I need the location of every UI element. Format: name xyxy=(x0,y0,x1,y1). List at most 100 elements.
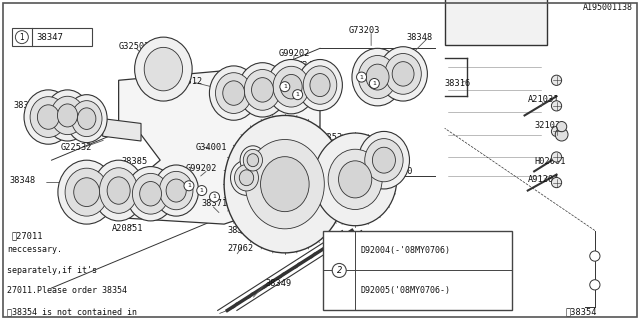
Ellipse shape xyxy=(134,37,192,101)
Ellipse shape xyxy=(240,146,266,175)
Text: 38410: 38410 xyxy=(362,261,388,270)
Ellipse shape xyxy=(216,73,252,114)
Ellipse shape xyxy=(230,160,262,195)
Bar xyxy=(323,230,512,310)
Text: G22532: G22532 xyxy=(61,143,93,152)
Ellipse shape xyxy=(328,149,382,210)
Ellipse shape xyxy=(379,47,428,101)
Ellipse shape xyxy=(267,60,316,114)
Ellipse shape xyxy=(154,165,198,216)
Ellipse shape xyxy=(66,95,107,143)
Circle shape xyxy=(15,31,28,44)
Text: G34001: G34001 xyxy=(298,61,329,70)
Text: 1: 1 xyxy=(283,84,287,89)
Circle shape xyxy=(369,78,380,88)
Ellipse shape xyxy=(140,181,161,206)
Text: G34001: G34001 xyxy=(195,143,227,152)
Ellipse shape xyxy=(244,69,281,110)
Ellipse shape xyxy=(45,90,90,141)
Ellipse shape xyxy=(99,168,138,213)
Ellipse shape xyxy=(245,140,324,229)
Text: 38347: 38347 xyxy=(37,33,64,42)
Text: 38316: 38316 xyxy=(445,79,471,88)
Circle shape xyxy=(332,263,346,277)
Text: A20851: A20851 xyxy=(112,224,144,233)
Polygon shape xyxy=(102,119,141,141)
Ellipse shape xyxy=(303,66,337,104)
Text: 1: 1 xyxy=(360,75,364,80)
Ellipse shape xyxy=(366,64,389,90)
Text: neccessary.: neccessary. xyxy=(7,245,62,254)
Text: D92004(-'08MY0706): D92004(-'08MY0706) xyxy=(361,246,451,255)
Ellipse shape xyxy=(159,172,193,210)
Circle shape xyxy=(557,122,567,132)
Text: 1: 1 xyxy=(200,188,204,193)
Text: 38349: 38349 xyxy=(266,279,292,288)
Circle shape xyxy=(184,181,194,191)
Text: 38380: 38380 xyxy=(13,101,40,110)
Circle shape xyxy=(556,128,568,141)
Text: 27011.Please order 38354: 27011.Please order 38354 xyxy=(7,286,127,295)
Ellipse shape xyxy=(234,164,259,191)
Text: 38370: 38370 xyxy=(227,226,253,235)
Text: 1: 1 xyxy=(19,33,24,42)
Ellipse shape xyxy=(224,116,346,253)
Circle shape xyxy=(552,152,562,162)
Ellipse shape xyxy=(51,96,84,135)
Ellipse shape xyxy=(24,90,72,144)
Text: H02001: H02001 xyxy=(534,157,566,166)
Text: A91204: A91204 xyxy=(528,175,559,184)
Circle shape xyxy=(590,280,600,290)
Ellipse shape xyxy=(65,168,108,216)
Text: A21114: A21114 xyxy=(368,153,399,162)
Text: A21031: A21031 xyxy=(528,95,559,104)
Text: 38312: 38312 xyxy=(176,77,202,86)
Ellipse shape xyxy=(358,55,397,99)
Text: F32600: F32600 xyxy=(317,176,348,186)
Text: 1: 1 xyxy=(372,81,376,86)
Circle shape xyxy=(280,82,290,92)
Ellipse shape xyxy=(37,105,60,129)
Ellipse shape xyxy=(260,157,309,212)
Text: 1: 1 xyxy=(296,92,300,97)
Ellipse shape xyxy=(166,179,186,202)
Ellipse shape xyxy=(280,75,302,99)
Ellipse shape xyxy=(339,161,372,198)
Ellipse shape xyxy=(223,81,244,105)
Text: 38371: 38371 xyxy=(202,199,228,208)
Ellipse shape xyxy=(144,47,182,91)
Text: 39353: 39353 xyxy=(317,133,343,142)
Ellipse shape xyxy=(247,154,259,167)
Ellipse shape xyxy=(298,60,342,111)
Text: A195001138: A195001138 xyxy=(583,3,633,12)
Ellipse shape xyxy=(132,173,169,214)
Text: 38386: 38386 xyxy=(29,114,56,123)
Text: G73527: G73527 xyxy=(48,129,80,138)
Ellipse shape xyxy=(385,53,421,94)
Text: ‸27011: ‸27011 xyxy=(12,232,44,241)
Text: 1: 1 xyxy=(212,195,216,199)
Circle shape xyxy=(552,178,562,188)
Ellipse shape xyxy=(107,177,130,204)
Text: 38348: 38348 xyxy=(406,33,433,42)
Text: D92005('08MY0706-): D92005('08MY0706-) xyxy=(361,286,451,295)
Bar xyxy=(445,0,547,45)
Ellipse shape xyxy=(352,48,403,106)
Text: 1: 1 xyxy=(187,183,191,188)
Text: G73203: G73203 xyxy=(67,194,99,203)
Ellipse shape xyxy=(243,149,262,171)
Text: G99202: G99202 xyxy=(278,49,310,58)
Ellipse shape xyxy=(93,160,144,221)
Text: G99202: G99202 xyxy=(186,164,217,173)
Text: A20851: A20851 xyxy=(387,66,419,75)
Ellipse shape xyxy=(209,66,258,120)
Ellipse shape xyxy=(372,147,396,173)
Text: 38348: 38348 xyxy=(10,176,36,186)
Text: separately,if it's: separately,if it's xyxy=(7,266,97,275)
Text: G32502: G32502 xyxy=(118,42,150,51)
Text: 38385: 38385 xyxy=(122,157,148,166)
Ellipse shape xyxy=(30,97,67,137)
Ellipse shape xyxy=(310,74,330,97)
Circle shape xyxy=(196,186,207,196)
Circle shape xyxy=(356,72,367,82)
